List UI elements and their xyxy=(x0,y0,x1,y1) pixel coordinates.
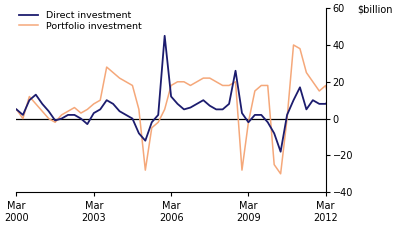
Portfolio investment xyxy=(14,108,19,111)
Direct investment xyxy=(98,108,102,111)
Direct investment xyxy=(104,99,109,101)
Portfolio investment xyxy=(382,90,386,92)
Direct investment xyxy=(265,121,270,124)
Direct investment xyxy=(14,108,19,111)
Portfolio investment xyxy=(298,47,303,50)
Y-axis label: $billion: $billion xyxy=(357,5,393,15)
Portfolio investment xyxy=(278,173,283,175)
Direct investment xyxy=(382,90,386,92)
Legend: Direct investment, Portfolio investment: Direct investment, Portfolio investment xyxy=(18,10,143,32)
Portfolio investment xyxy=(336,114,341,116)
Direct investment xyxy=(162,35,167,37)
Line: Portfolio investment: Portfolio investment xyxy=(17,45,384,174)
Direct investment xyxy=(368,84,373,87)
Portfolio investment xyxy=(259,84,264,87)
Portfolio investment xyxy=(104,66,109,68)
Direct investment xyxy=(336,108,341,111)
Line: Direct investment: Direct investment xyxy=(17,36,384,152)
Portfolio investment xyxy=(291,44,296,46)
Direct investment xyxy=(278,150,283,153)
Portfolio investment xyxy=(98,99,102,101)
Direct investment xyxy=(298,86,303,89)
Portfolio investment xyxy=(368,91,373,94)
